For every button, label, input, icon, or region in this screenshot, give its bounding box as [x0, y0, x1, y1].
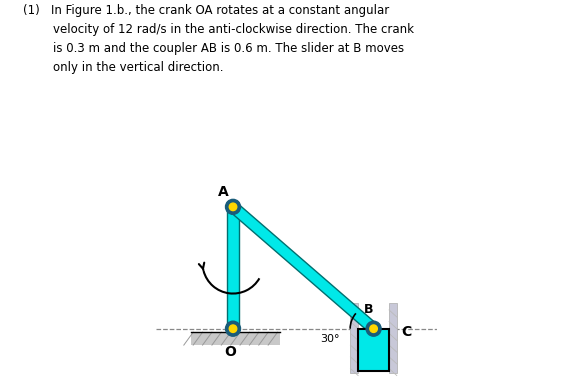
Bar: [191, 332, 280, 345]
Text: 30°: 30°: [320, 334, 339, 343]
Circle shape: [366, 321, 381, 336]
Text: B: B: [364, 303, 374, 316]
Circle shape: [229, 203, 237, 211]
Text: C: C: [402, 325, 412, 339]
Bar: [350, 303, 359, 373]
Polygon shape: [229, 203, 377, 333]
Bar: [359, 329, 389, 371]
Circle shape: [226, 200, 240, 214]
Text: A: A: [218, 185, 229, 199]
Circle shape: [226, 321, 240, 336]
Polygon shape: [226, 207, 239, 329]
Circle shape: [229, 325, 237, 332]
Bar: [389, 303, 397, 373]
Text: (1)   In Figure 1.b., the crank OA rotates at a constant angular
        velocit: (1) In Figure 1.b., the crank OA rotates…: [23, 4, 413, 74]
Text: O: O: [225, 345, 236, 359]
Circle shape: [370, 325, 377, 332]
